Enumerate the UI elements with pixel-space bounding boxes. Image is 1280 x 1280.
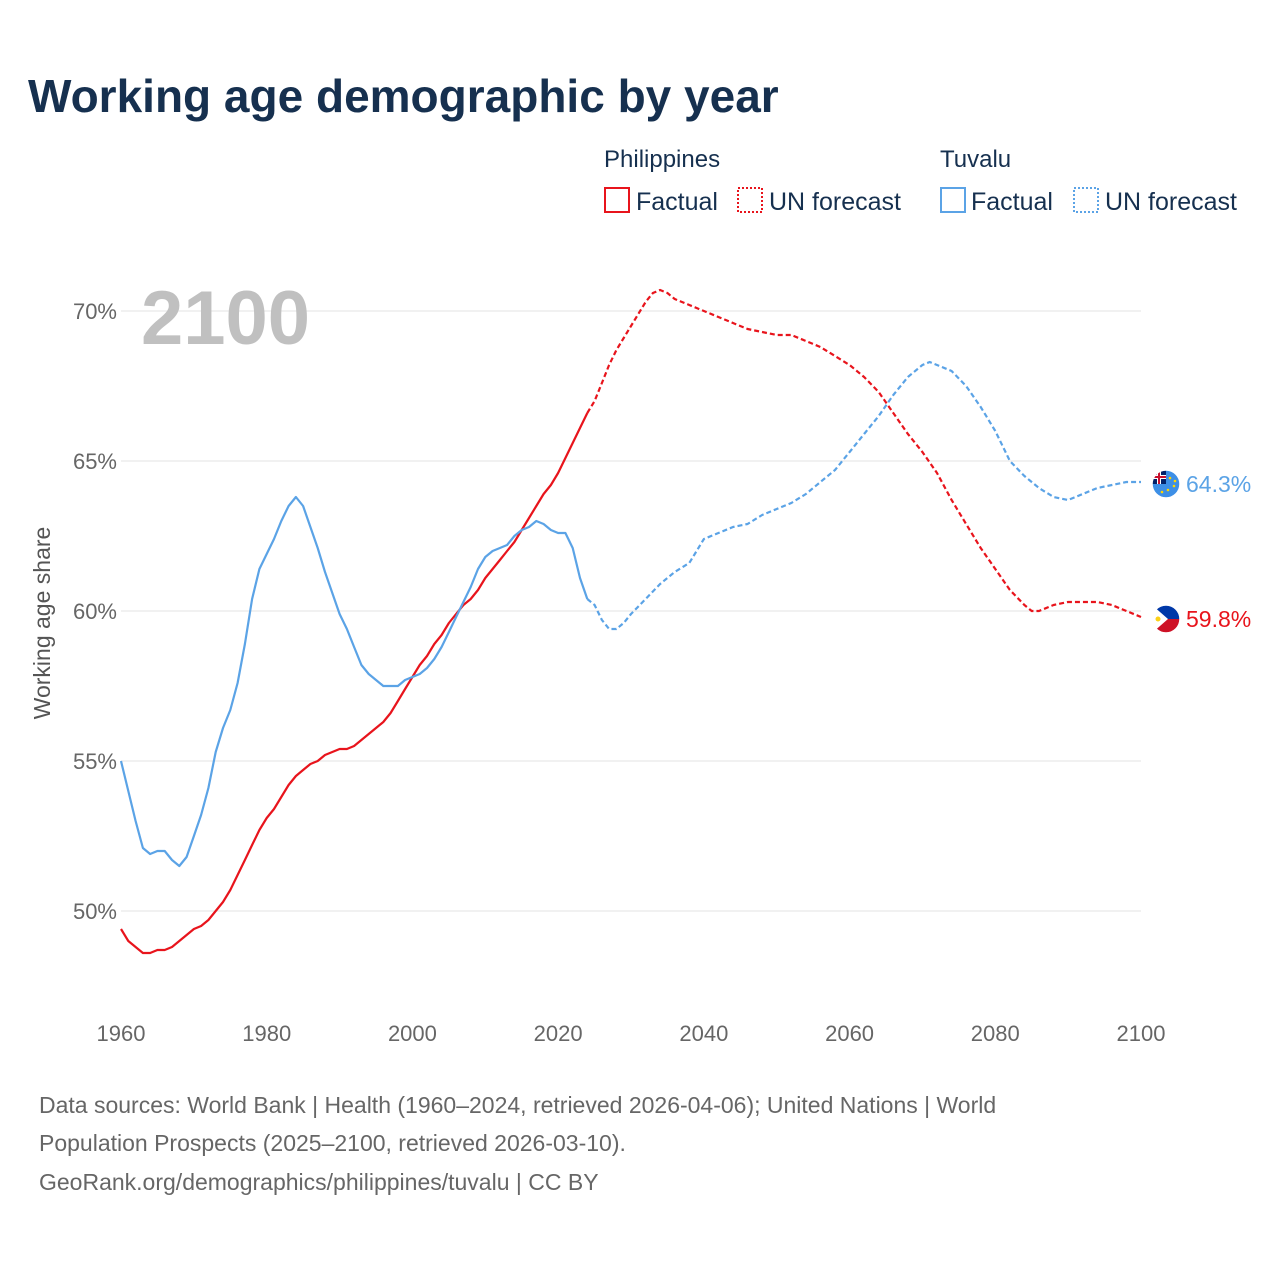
chart-title: Working age demographic by year (28, 70, 779, 122)
series-tuvalu-forecast-line (586, 360, 1141, 631)
x-tick-label: 2100 (1117, 1021, 1166, 1046)
gridlines (121, 310, 1141, 912)
x-tick-label: 2060 (825, 1021, 874, 1046)
y-tick-label: 50% (73, 899, 117, 924)
legend-group-philippines: Philippines (604, 146, 720, 173)
y-tick-label: 60% (73, 599, 117, 624)
x-tick-label: 2020 (534, 1021, 583, 1046)
flag-tuvalu-icon (1152, 470, 1180, 498)
y-tick-label: 65% (73, 449, 117, 474)
plot-lines (119, 288, 1142, 955)
legend: Philippines Factual UN forecast Tuvalu F… (604, 146, 1237, 216)
x-tick-label: 2000 (388, 1021, 437, 1046)
end-label-tuvalu: 64.3% (1186, 471, 1251, 497)
source-line-3: GeoRank.org/demographics/philippines/tuv… (39, 1169, 599, 1195)
highlight-year: 2100 (141, 276, 310, 361)
legend-label-tuvalu-factual: Factual (971, 188, 1053, 216)
legend-swatch-tuvalu-forecast (1073, 187, 1099, 213)
end-markers: 59.8% 64.3% (1151, 469, 1251, 634)
legend-swatch-philippines-forecast (737, 187, 763, 213)
legend-label-philippines-factual: Factual (636, 188, 718, 216)
x-tick-label: 2040 (679, 1021, 728, 1046)
end-label-philippines: 59.8% (1186, 606, 1251, 632)
source-line-1: Data sources: World Bank | Health (1960–… (39, 1092, 996, 1118)
y-tick-label: 55% (73, 749, 117, 774)
x-tick-label: 2080 (971, 1021, 1020, 1046)
series-tuvalu-factual-line (119, 495, 589, 868)
legend-label-tuvalu-forecast: UN forecast (1105, 188, 1237, 216)
end-marker-tuvalu: 64.3% (1151, 469, 1251, 499)
flag-philippines-icon (1152, 605, 1180, 633)
y-axis-label: Working age share (29, 527, 55, 720)
y-axis: 50% 55% 60% 65% 70% (73, 299, 117, 924)
x-tick-label: 1980 (242, 1021, 291, 1046)
x-tick-label: 1960 (97, 1021, 146, 1046)
series-philippines-factual-line (120, 412, 589, 955)
source-text: Data sources: World Bank | Health (1960–… (39, 1092, 996, 1195)
legend-swatch-philippines-factual (604, 187, 630, 213)
legend-group-tuvalu: Tuvalu (940, 146, 1011, 173)
series-philippines-forecast-line (586, 288, 1142, 619)
y-tick-label: 70% (73, 299, 117, 324)
end-marker-philippines: 59.8% (1151, 604, 1251, 634)
x-axis: 1960 1980 2000 2020 2040 2060 2080 2100 (97, 1021, 1166, 1046)
source-line-2: Population Prospects (2025–2100, retriev… (39, 1130, 626, 1156)
legend-swatch-tuvalu-factual (940, 187, 966, 213)
legend-label-philippines-forecast: UN forecast (769, 188, 901, 216)
